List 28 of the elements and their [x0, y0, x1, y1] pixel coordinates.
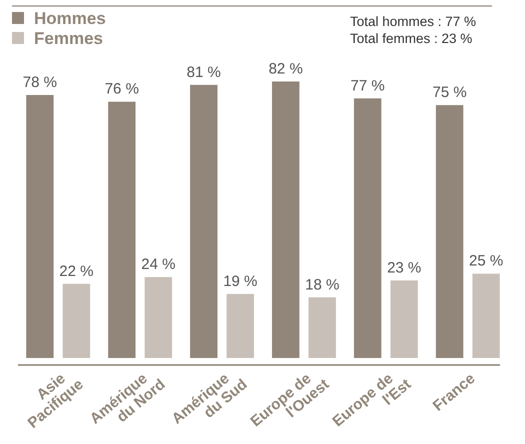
bar — [472, 274, 500, 358]
bar — [190, 84, 218, 358]
bar — [26, 94, 54, 358]
data-label: 18 % — [305, 276, 340, 294]
bar — [354, 98, 382, 358]
text: Total hommes : 77 % — [350, 14, 476, 29]
data-label: 24 % — [141, 256, 176, 274]
data-label: 75 % — [432, 84, 467, 102]
bar — [144, 277, 172, 358]
data-label: 19 % — [223, 272, 258, 290]
data-label: 77 % — [350, 77, 385, 94]
data-label: 25 % — [469, 252, 504, 270]
data-label: 22 % — [59, 262, 94, 280]
bar — [108, 102, 136, 358]
legend-label: Femmes — [34, 29, 103, 48]
bar — [308, 297, 336, 358]
text: Total femmes : 23 % — [350, 31, 472, 46]
data-label: 23 % — [387, 259, 422, 276]
bar — [436, 105, 464, 358]
bar — [390, 280, 418, 358]
bar — [62, 284, 90, 358]
data-label: 81 % — [186, 64, 221, 81]
data-label: 82 % — [268, 60, 303, 78]
bar — [226, 294, 254, 358]
bar — [272, 82, 300, 358]
data-label: 78 % — [22, 74, 57, 91]
legend-label: Hommes — [34, 9, 106, 28]
data-label: 76 % — [104, 80, 139, 98]
